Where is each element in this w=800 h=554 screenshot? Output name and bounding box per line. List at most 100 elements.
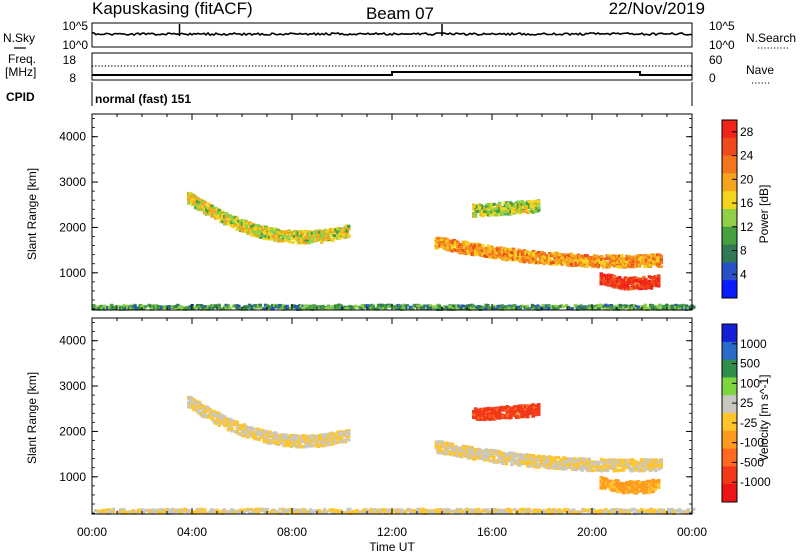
echo-cell <box>293 232 297 235</box>
echo-cell <box>585 257 590 261</box>
echo-cell <box>520 456 525 460</box>
echo-cell <box>612 458 617 462</box>
echo-cell <box>498 306 503 310</box>
echo-cell <box>488 453 492 456</box>
echo-cell <box>507 416 511 420</box>
echo-cell <box>634 480 639 484</box>
echo-cell <box>636 481 641 485</box>
echo-cell <box>506 249 510 253</box>
echo-cell <box>616 255 620 258</box>
echo-cell <box>484 448 489 452</box>
echo-cell <box>228 427 232 431</box>
echo-cell <box>612 285 616 289</box>
echo-cell <box>217 211 222 215</box>
echo-cell <box>475 417 480 421</box>
echo-cell <box>610 284 615 288</box>
echo-cell <box>179 307 184 311</box>
echo-cell <box>327 443 331 446</box>
echo-cell <box>610 261 615 265</box>
echo-cell <box>221 220 225 224</box>
echo-cell <box>643 466 647 470</box>
echo-cell <box>600 255 604 258</box>
echo-cell <box>336 433 340 437</box>
echo-cell <box>292 305 297 309</box>
echo-cell <box>274 511 279 514</box>
echo-cell <box>668 306 673 310</box>
echo-cell <box>488 449 492 452</box>
echo-cell <box>585 259 590 263</box>
echo-cell <box>649 489 654 493</box>
echo-cell <box>631 485 635 489</box>
echo-cell <box>483 210 487 214</box>
echo-cell <box>203 200 207 204</box>
echo-cell <box>507 412 511 416</box>
echo-cell <box>619 488 624 492</box>
echo-cell <box>634 276 639 280</box>
echo-cell <box>280 230 284 234</box>
echo-cell <box>605 276 609 280</box>
echo-cell <box>206 409 211 413</box>
echo-cell <box>484 251 489 255</box>
echo-cell <box>196 402 200 406</box>
echo-cell <box>316 237 320 241</box>
echo-cell <box>637 254 642 257</box>
echo-cell <box>507 202 511 205</box>
echo-cell <box>618 264 622 268</box>
echo-cell <box>212 510 216 514</box>
echo-cell <box>576 461 581 465</box>
echo-cell <box>465 448 469 452</box>
echo-cell <box>217 419 222 423</box>
echo-cell <box>296 436 301 439</box>
echo-cell <box>307 237 311 240</box>
echo-cell <box>509 212 513 216</box>
echo-cell <box>443 451 447 455</box>
echo-cell <box>436 451 440 454</box>
echo-cell <box>338 233 342 237</box>
echo-cell <box>316 231 320 235</box>
echo-cell <box>644 484 648 488</box>
echo-cell <box>336 440 340 444</box>
echo-cell <box>300 444 304 448</box>
echo-cell <box>289 434 293 437</box>
echo-cell <box>325 232 329 236</box>
echo-cell <box>187 401 191 405</box>
echo-cell <box>529 405 534 409</box>
echo-cell <box>303 435 308 439</box>
echo-cell <box>573 457 577 461</box>
echo-cell <box>637 462 642 466</box>
echo-cell <box>632 265 636 269</box>
echo-cell <box>580 254 584 258</box>
echo-cell <box>544 256 548 260</box>
echo-cell <box>536 307 540 311</box>
echo-cell <box>226 304 230 308</box>
echo-cell <box>481 249 485 253</box>
echo-cell <box>582 256 586 260</box>
echo-cell <box>455 306 460 310</box>
echo-cell <box>619 460 624 464</box>
echo-cell <box>625 277 629 281</box>
echo-cell <box>341 233 346 237</box>
echo-cell <box>547 465 552 469</box>
echo-cell <box>630 458 635 462</box>
echo-cell <box>513 254 518 258</box>
echo-cell <box>654 262 658 266</box>
echo-cell <box>479 418 483 421</box>
echo-cell <box>214 208 218 212</box>
echo-cell <box>494 213 498 217</box>
echo-cell <box>299 304 304 308</box>
echo-cell <box>604 303 608 307</box>
echo-cell <box>237 427 241 431</box>
echo-cell <box>443 447 447 450</box>
echo-cell <box>323 232 328 236</box>
echo-cell <box>454 248 458 252</box>
echo-cell <box>481 214 485 218</box>
echo-cell <box>314 438 319 442</box>
echo-cell <box>367 306 372 310</box>
echo-cell <box>571 255 575 259</box>
echo-cell <box>619 285 624 289</box>
echo-cell <box>627 279 631 283</box>
echo-cell <box>410 307 415 311</box>
echo-cell <box>255 223 259 227</box>
echo-cell <box>616 278 620 282</box>
echo-cell <box>497 457 501 461</box>
